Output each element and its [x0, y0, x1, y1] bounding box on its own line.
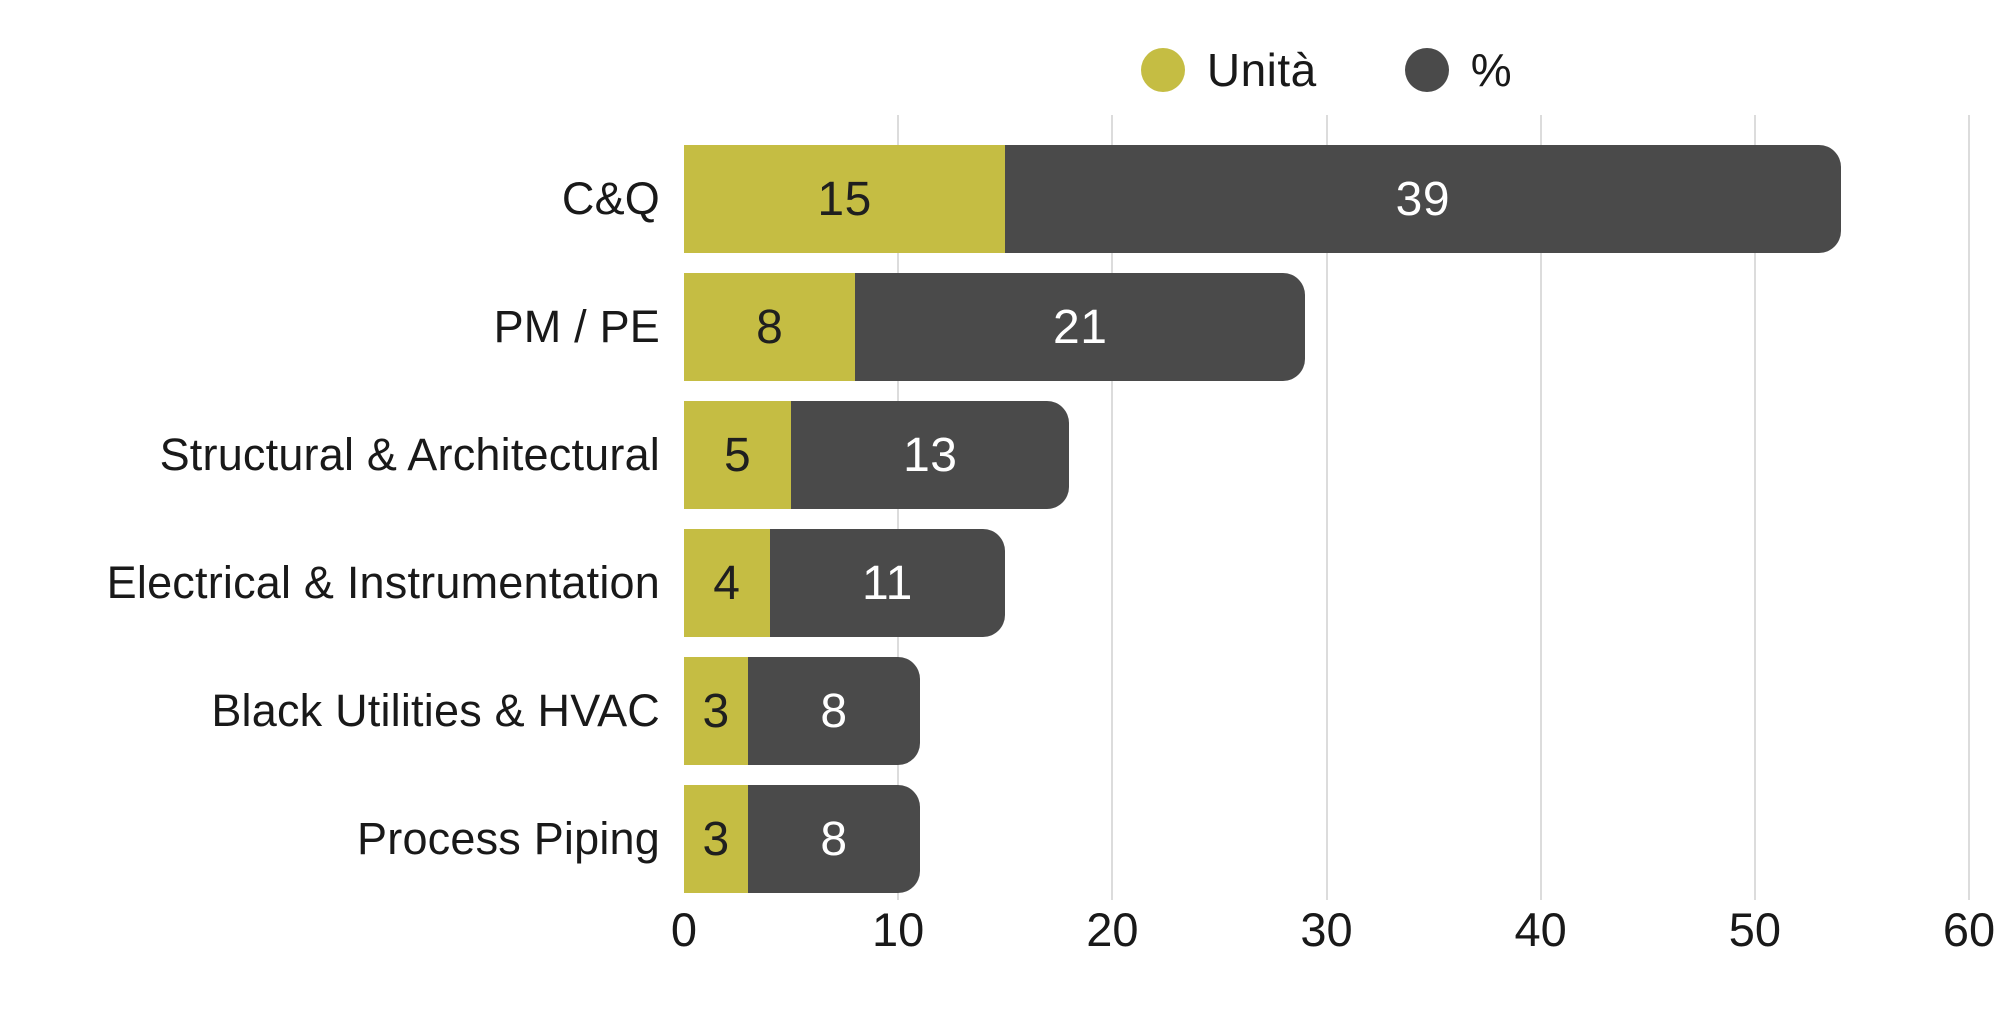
legend-item-unita[interactable]: Unità	[1140, 43, 1317, 97]
legend-swatch-icon	[1404, 48, 1449, 92]
bar-value-label: 4	[713, 556, 741, 610]
bar-segment-percent[interactable]: 8	[748, 657, 920, 765]
bar-value-label: 8	[820, 812, 848, 866]
bar-segment-unita[interactable]: 3	[684, 785, 749, 893]
bar-value-label: 13	[903, 428, 958, 482]
x-tick-label: 20	[1086, 903, 1139, 956]
legend-label: %	[1470, 44, 1513, 96]
category-label: Black Utilities & HVAC	[211, 685, 660, 736]
x-tick-label: 10	[872, 903, 925, 956]
x-tick-label: 30	[1300, 903, 1353, 956]
bar-segment-percent[interactable]: 13	[791, 401, 1070, 509]
gridline	[1753, 115, 1756, 900]
bar-row: 4 11	[684, 529, 1969, 637]
bar-row: 8 21	[684, 273, 1969, 381]
bar-segment-unita[interactable]: 4	[684, 529, 770, 637]
bar-value-label: 3	[702, 812, 730, 866]
legend-item-percent[interactable]: %	[1404, 43, 1513, 97]
bar-value-label: 8	[820, 684, 848, 738]
bar-value-label: 39	[1395, 172, 1451, 226]
x-axis: 0 10 20 30 40 50 60	[671, 902, 1995, 962]
bar-segment-unita[interactable]: 3	[684, 657, 749, 765]
legend-label: Unità	[1206, 44, 1317, 96]
bar-value-label: 8	[756, 300, 784, 354]
bar-value-label: 21	[1053, 300, 1108, 354]
x-tick-label: 0	[670, 903, 698, 956]
legend-swatch-icon	[1140, 48, 1185, 92]
category-label: Process Piping	[357, 813, 660, 864]
category-label: Electrical & Instrumentation	[106, 557, 660, 608]
bar-segment-unita[interactable]: 8	[684, 273, 856, 381]
chart-legend: Unità%	[684, 38, 1969, 102]
category-label: Structural & Architectural	[159, 429, 660, 480]
bar-value-label: 3	[702, 684, 730, 738]
category-label: C&Q	[561, 173, 660, 224]
gridline	[1539, 115, 1542, 900]
bar-segment-percent[interactable]: 21	[855, 273, 1306, 381]
bar-value-label: 15	[817, 172, 872, 226]
bar-segment-unita[interactable]: 5	[684, 401, 792, 509]
x-tick-label: 60	[1942, 903, 1996, 956]
bar-segment-percent[interactable]: 11	[769, 529, 1006, 637]
bar-value-label: 11	[862, 556, 913, 610]
bar-value-label: 5	[723, 428, 752, 482]
gridline	[1325, 115, 1328, 900]
bar-segment-percent[interactable]: 39	[1005, 145, 1841, 253]
x-tick-label: 50	[1728, 903, 1781, 956]
gridline	[1111, 115, 1114, 900]
category-labels: C&Q PM / PE Structural & Architectural Elec…	[0, 115, 660, 900]
plot-area: 15 39 8 21 5 13 4 11 3 8 3 8	[684, 115, 1970, 900]
gridline	[1968, 115, 1970, 900]
category-label: PM / PE	[493, 301, 660, 352]
bar-segment-percent[interactable]: 8	[748, 785, 920, 893]
bar-row: 5 13	[684, 401, 1969, 509]
bar-segment-unita[interactable]: 15	[684, 145, 1006, 253]
bar-row: 15 39	[684, 145, 1969, 253]
x-tick-label: 40	[1514, 903, 1567, 956]
